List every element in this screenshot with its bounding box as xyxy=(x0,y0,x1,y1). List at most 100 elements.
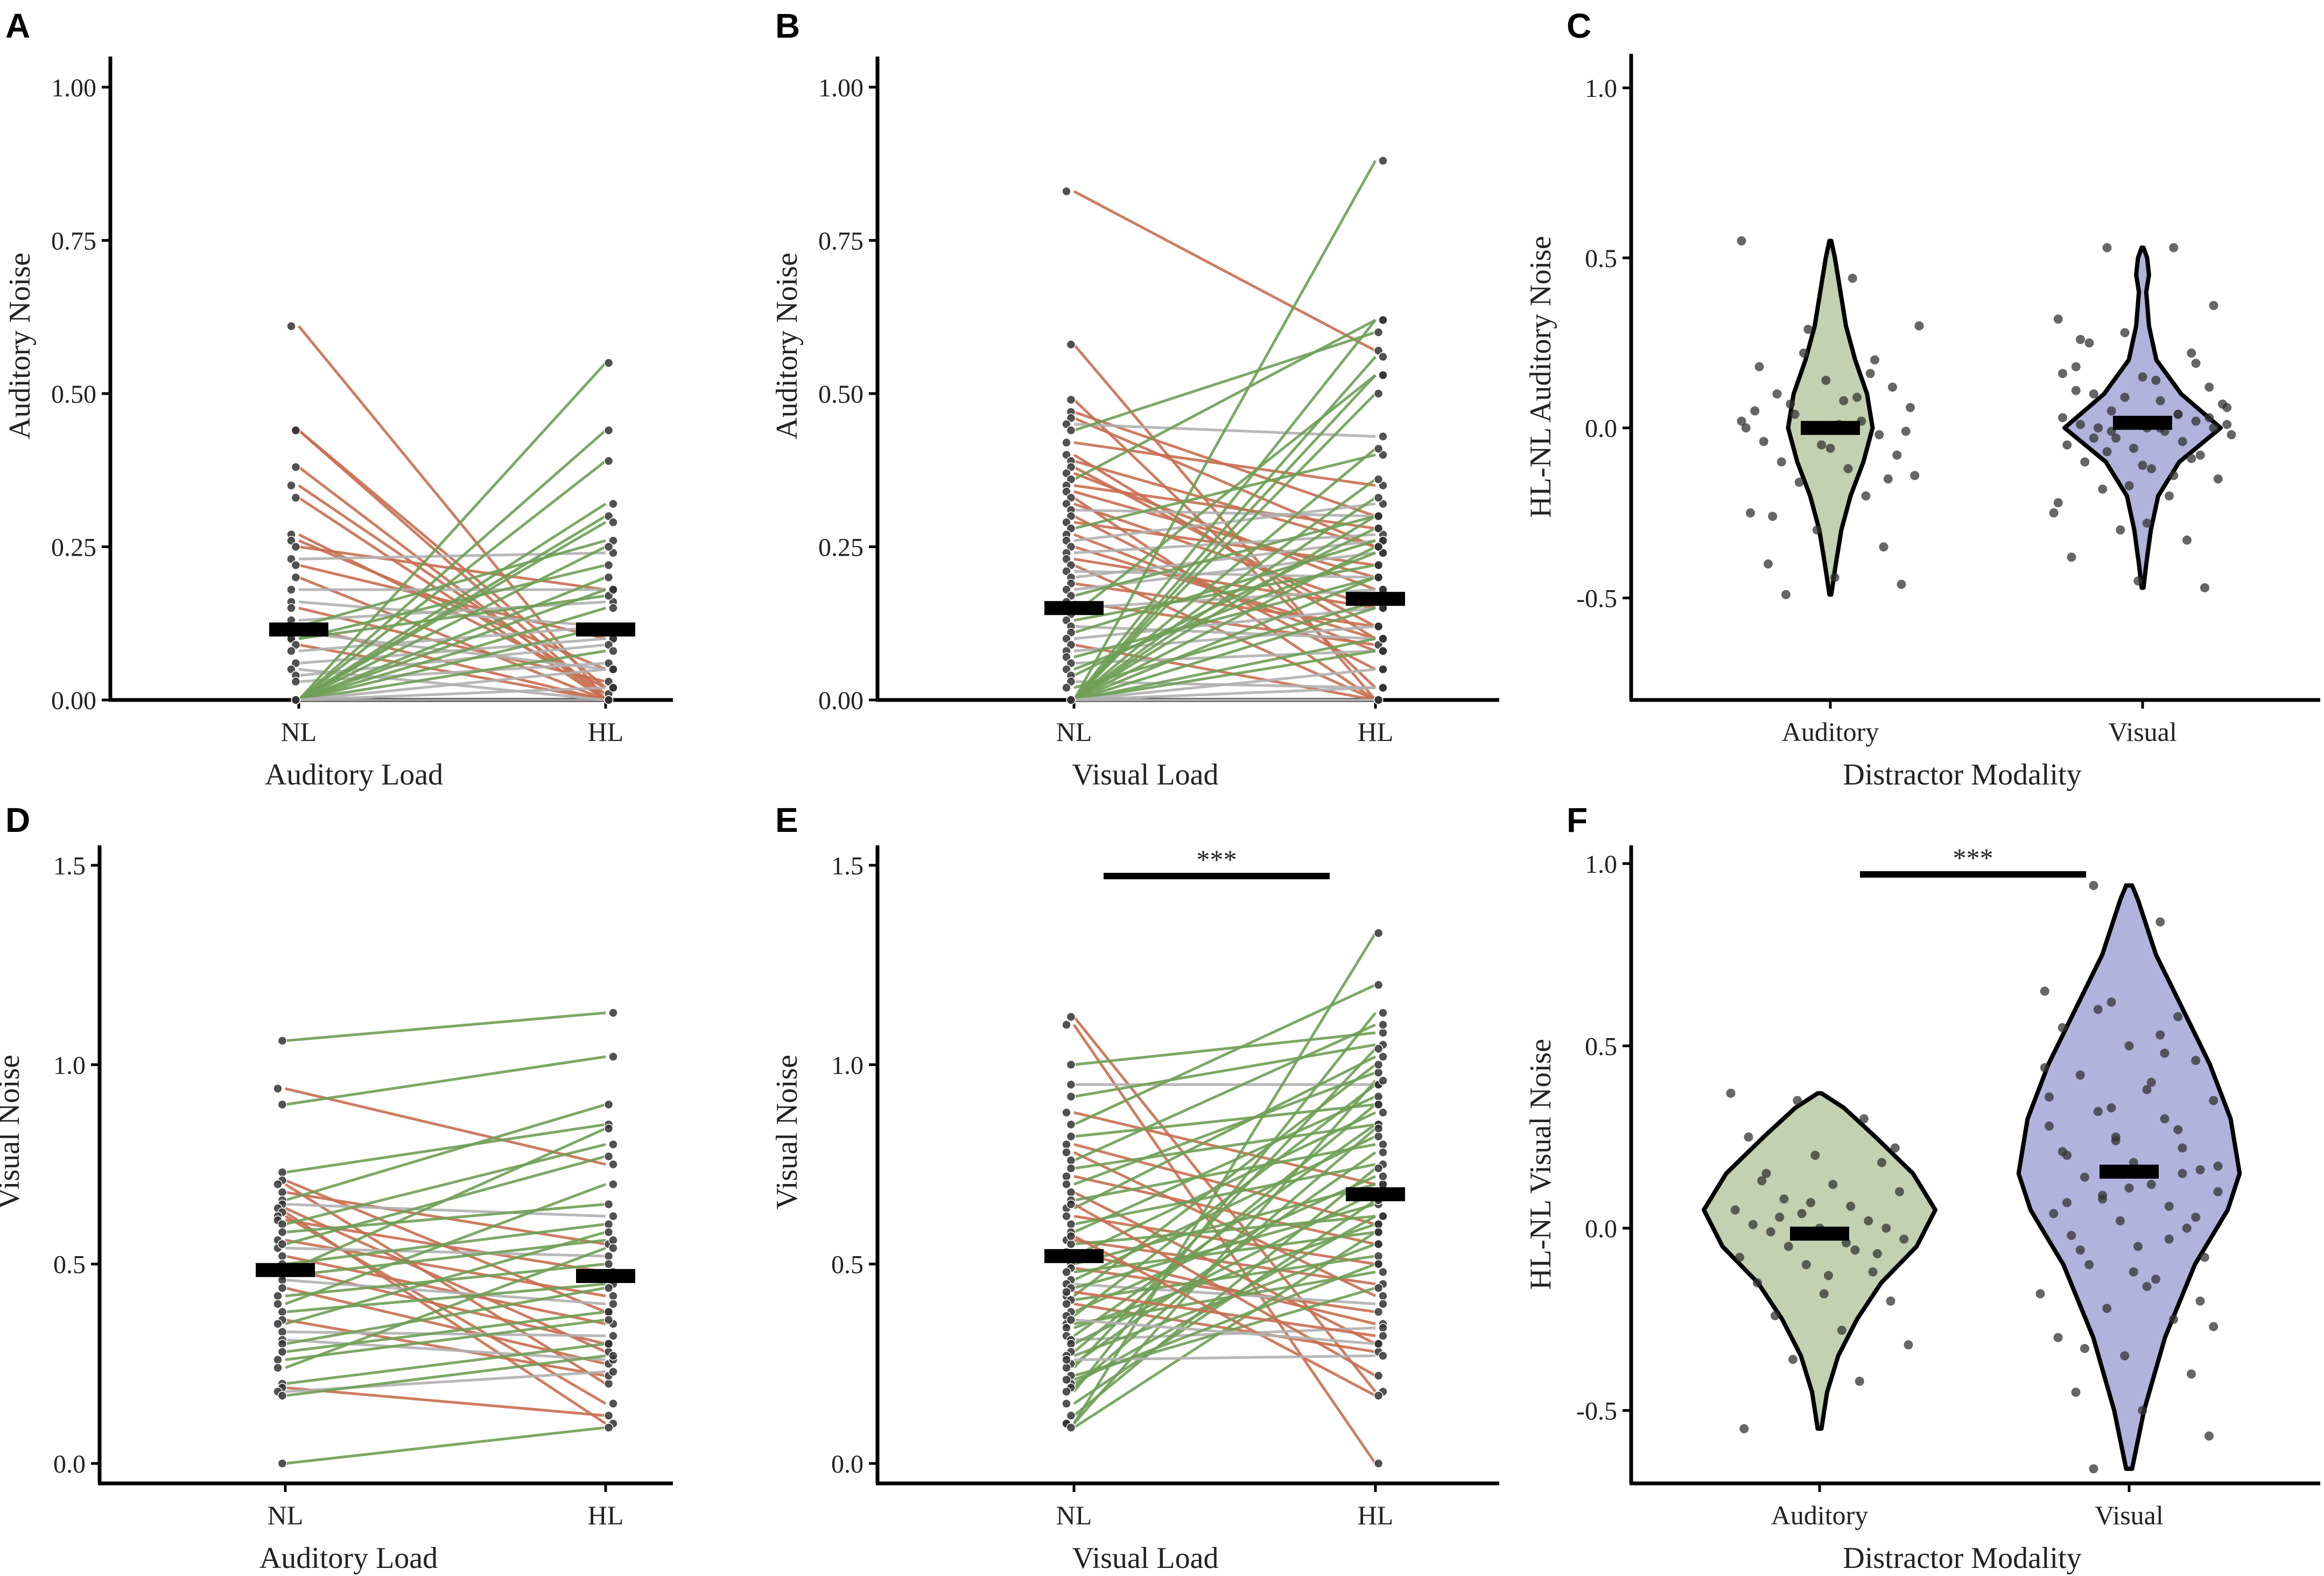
data-point xyxy=(608,1211,618,1221)
pair-line xyxy=(1073,319,1377,701)
data-point xyxy=(1062,1139,1071,1150)
data-point xyxy=(2107,1103,2116,1113)
data-point xyxy=(291,462,301,472)
data-point xyxy=(1786,400,1795,409)
x-tick-label: Visual xyxy=(2095,1500,2164,1530)
data-point xyxy=(1879,542,1888,552)
pair-line xyxy=(1073,1103,1377,1353)
data-point xyxy=(1378,352,1388,362)
data-point xyxy=(608,1299,618,1309)
data-point xyxy=(2209,1096,2218,1105)
x-tick-label: NL xyxy=(268,1500,304,1530)
data-point xyxy=(273,1179,283,1189)
data-point xyxy=(1812,525,1822,535)
data-point xyxy=(1748,1220,1758,1229)
data-point xyxy=(2178,1168,2187,1178)
pair-line xyxy=(298,576,606,702)
data-point xyxy=(1892,450,1902,460)
pair-line xyxy=(1073,1031,1376,1066)
data-point xyxy=(1761,1168,1771,1178)
data-point xyxy=(603,1379,614,1389)
data-point xyxy=(608,517,618,527)
pair-line xyxy=(1073,649,1376,665)
y-tick-label: 0.0 xyxy=(1585,415,1617,443)
data-point xyxy=(2116,525,2125,535)
data-point xyxy=(1797,1209,1807,1218)
data-point xyxy=(2080,1172,2089,1182)
y-axis-title: HL-NL Auditory Noise xyxy=(1524,236,1557,518)
data-point xyxy=(2191,359,2201,368)
pair-line xyxy=(1073,374,1377,701)
data-point xyxy=(608,1139,618,1150)
mean-bar xyxy=(256,1263,315,1277)
data-point xyxy=(1794,478,1804,487)
data-point xyxy=(1373,1060,1384,1070)
data-point xyxy=(1066,1131,1076,1141)
data-point xyxy=(2124,481,2134,491)
data-point xyxy=(277,1227,287,1237)
data-points xyxy=(1737,236,2236,599)
data-point xyxy=(2191,1056,2201,1066)
pair-line xyxy=(285,1330,606,1337)
significance-label: *** xyxy=(1953,843,1993,873)
data-point xyxy=(2089,433,2098,443)
data-point xyxy=(2120,1351,2130,1361)
data-point xyxy=(608,1351,618,1361)
pair-line xyxy=(1073,393,1377,701)
data-point xyxy=(2191,416,2201,426)
y-tick-label: 0.0 xyxy=(1585,1215,1617,1243)
mean-bar xyxy=(1346,592,1405,606)
data-point xyxy=(1066,1219,1076,1229)
y-tick-label: 1.00 xyxy=(51,74,96,102)
data-point xyxy=(608,499,618,509)
data-point xyxy=(1062,438,1071,447)
data-point xyxy=(1901,426,1911,436)
data-point xyxy=(1066,1239,1076,1249)
data-point xyxy=(1373,474,1384,485)
data-point xyxy=(1865,369,1875,379)
pair-line xyxy=(1073,983,1377,1126)
data-point xyxy=(1855,1376,1864,1386)
data-point xyxy=(608,1291,618,1301)
data-point xyxy=(1819,1289,1829,1299)
data-point xyxy=(1899,1234,1909,1244)
data-point xyxy=(273,1291,283,1301)
pair-line xyxy=(1073,1283,1376,1306)
data-point xyxy=(1378,1020,1388,1030)
data-point xyxy=(2045,1121,2054,1131)
pair-line xyxy=(298,362,607,701)
data-point xyxy=(1378,1008,1388,1018)
data-point xyxy=(1799,348,1808,358)
data-point xyxy=(277,1391,287,1400)
data-point xyxy=(2213,474,2223,484)
y-tick-label: 0.5 xyxy=(53,1251,86,1279)
panel-d-letter: D xyxy=(5,801,30,839)
data-point xyxy=(1801,1260,1811,1270)
data-point xyxy=(608,1331,618,1341)
data-point xyxy=(608,585,618,594)
data-point xyxy=(1906,403,1915,412)
data-point xyxy=(2120,393,2130,402)
data-point xyxy=(1872,1249,1882,1258)
data-point xyxy=(2040,1063,2049,1073)
x-axis-title: Visual Load xyxy=(1072,1542,1219,1575)
pair-line xyxy=(285,1266,606,1346)
data-point xyxy=(291,493,301,503)
data-point xyxy=(1772,389,1782,399)
data-point xyxy=(1378,664,1388,674)
data-point xyxy=(2164,1201,2174,1211)
pair-line xyxy=(298,502,607,702)
pair-line xyxy=(1073,441,1376,487)
data-point xyxy=(2204,382,2214,392)
data-point xyxy=(2071,362,2081,372)
pair-line xyxy=(1073,1215,1376,1266)
data-point xyxy=(1784,1242,1793,1251)
mean-bar xyxy=(2113,416,2172,430)
data-point xyxy=(1859,1114,1869,1124)
data-point xyxy=(603,1099,614,1110)
data-point xyxy=(2195,1165,2205,1175)
data-point xyxy=(1839,396,1849,405)
data-point xyxy=(1775,1213,1785,1222)
data-point xyxy=(291,542,301,552)
pair-line xyxy=(1073,1238,1376,1286)
